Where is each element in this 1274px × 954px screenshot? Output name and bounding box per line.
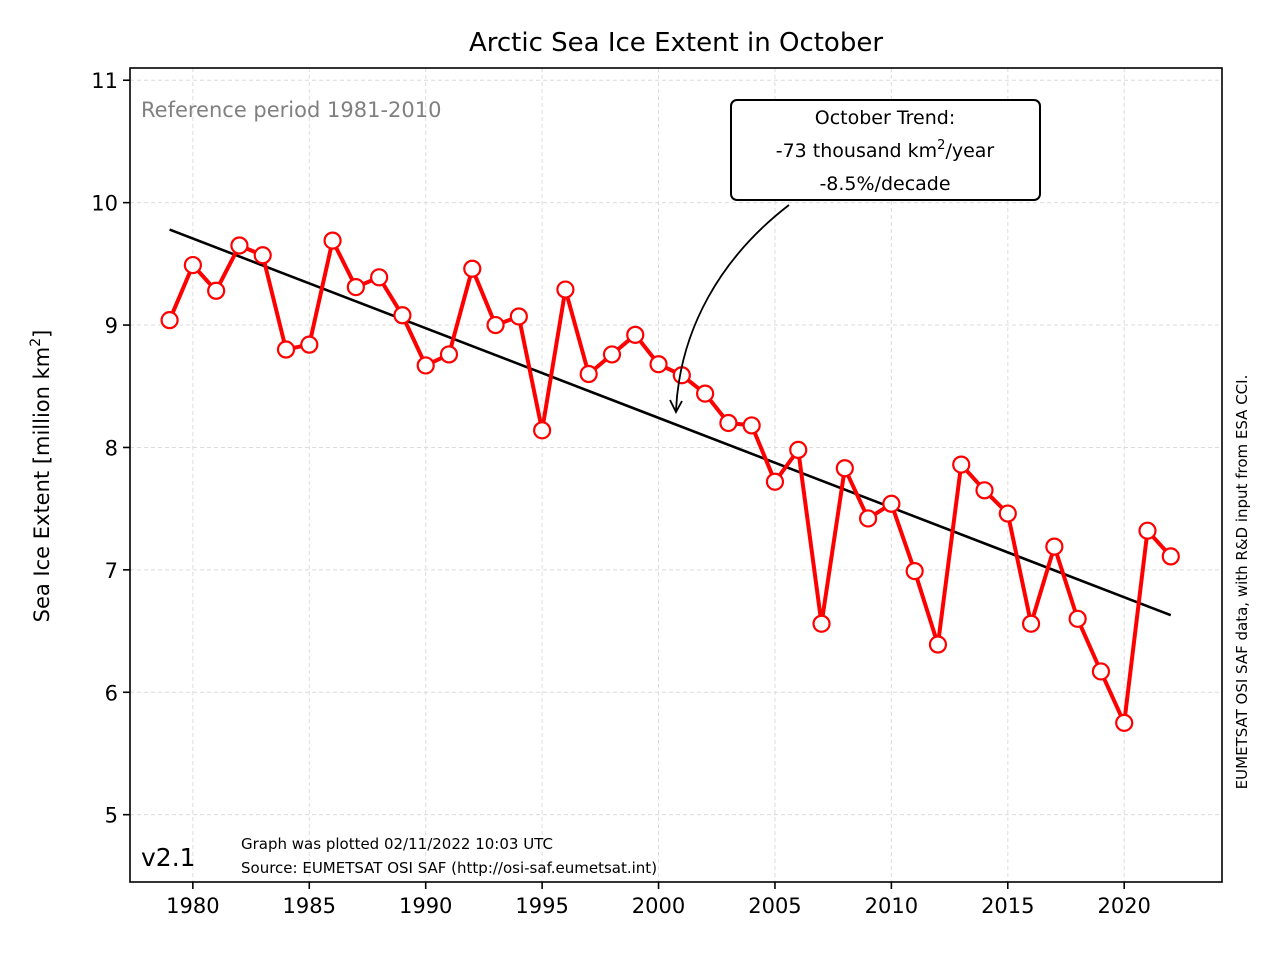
data-point <box>1115 713 1134 732</box>
x-tick-label: 2000 <box>632 894 685 918</box>
data-point <box>230 236 249 255</box>
data-point <box>533 421 552 440</box>
data-point <box>323 231 342 250</box>
data-point <box>696 384 715 403</box>
data-point <box>789 440 808 460</box>
data-point <box>998 504 1017 523</box>
data-point <box>346 278 365 297</box>
data-point <box>207 281 226 300</box>
data-point <box>1091 662 1111 681</box>
data-point <box>649 355 668 374</box>
series-layer <box>160 231 1180 732</box>
data-point <box>439 345 459 364</box>
data-point <box>160 311 179 330</box>
data-point <box>882 494 901 513</box>
y-tick-label: 9 <box>105 314 118 338</box>
data-point <box>579 364 598 384</box>
data-point <box>1021 614 1041 633</box>
data-point <box>765 472 785 491</box>
data-point <box>1138 521 1157 540</box>
annotation-line-2-post: /year <box>945 140 994 162</box>
data-point <box>486 315 505 335</box>
y-tick-label: 11 <box>91 69 118 93</box>
x-tick-label: 2020 <box>1097 894 1150 918</box>
y-axis-label-main: Sea Ice Extent [million km <box>30 347 54 623</box>
data-point <box>556 280 575 299</box>
y-tick-label: 5 <box>105 804 118 828</box>
reference-period-text: Reference period 1981-2010 <box>141 98 441 122</box>
annotation-line-2: -73 thousand km2/year <box>776 138 995 162</box>
data-point <box>905 561 924 581</box>
trend-line <box>169 228 1172 617</box>
data-point <box>253 246 272 265</box>
x-tick-label: 2010 <box>865 894 918 918</box>
version-label: v2.1 <box>141 843 196 872</box>
y-axis-label-end: ] <box>30 330 54 338</box>
x-tick-label: 2015 <box>981 894 1034 918</box>
y-tick-label: 10 <box>91 192 118 216</box>
plotted-note: Graph was plotted 02/11/2022 10:03 UTC <box>241 835 553 853</box>
y-tick-label: 6 <box>105 681 118 705</box>
data-point <box>416 356 435 375</box>
chart-title: Arctic Sea Ice Extent in October <box>469 28 883 58</box>
data-point <box>1161 547 1180 566</box>
axes: 1980 1985 1990 1995 2000 2005 2010 2015 2020 5 6 7 8… <box>91 67 1223 918</box>
credit-text: EUMETSAT OSI SAF data, with R&D input fr… <box>1233 375 1251 790</box>
annotation-line-2-sup: 2 <box>937 138 945 153</box>
data-point <box>835 459 854 478</box>
data-point <box>1045 537 1064 556</box>
data-point <box>602 345 622 364</box>
data-point <box>509 307 528 326</box>
data-point <box>742 416 761 435</box>
source-note: Source: EUMETSAT OSI SAF (http://osi-saf… <box>241 859 657 877</box>
y-tick-label: 7 <box>105 559 118 583</box>
data-point <box>719 413 738 433</box>
x-tick-label: 1980 <box>166 894 219 918</box>
y-axis-label-sup: 2 <box>28 338 44 347</box>
data-point <box>975 481 994 500</box>
data-point <box>300 335 319 354</box>
data-point <box>276 340 296 359</box>
annotation-arrow <box>675 204 790 411</box>
data-point <box>858 509 878 528</box>
annotation-line-1: October Trend: <box>815 107 955 129</box>
data-point <box>370 268 389 287</box>
data-point <box>626 325 645 344</box>
annotation-box <box>730 99 1041 201</box>
annotation-arrowhead <box>669 399 683 414</box>
data-point <box>1068 609 1087 628</box>
y-axis-label: Sea Ice Extent [million km2] <box>28 330 54 623</box>
data-point <box>812 614 831 633</box>
trend-annotation: October Trend: -73 thousand km2/year -8.… <box>669 99 1041 414</box>
annotation-line-2-pre: -73 thousand km <box>776 140 937 162</box>
plot-frame <box>129 67 1223 883</box>
y-tick-label: 8 <box>105 436 118 460</box>
x-tick-label: 1995 <box>515 894 568 918</box>
data-point <box>928 635 948 654</box>
annotation-line-3: -8.5%/decade <box>819 173 950 195</box>
trend-layer <box>169 228 1172 617</box>
x-tick-label: 1990 <box>399 894 452 918</box>
x-tick-label: 2005 <box>748 894 801 918</box>
data-point <box>463 259 482 278</box>
data-point <box>952 455 971 474</box>
data-point <box>393 306 412 325</box>
x-tick-label: 1985 <box>283 894 336 918</box>
data-point <box>183 255 202 275</box>
